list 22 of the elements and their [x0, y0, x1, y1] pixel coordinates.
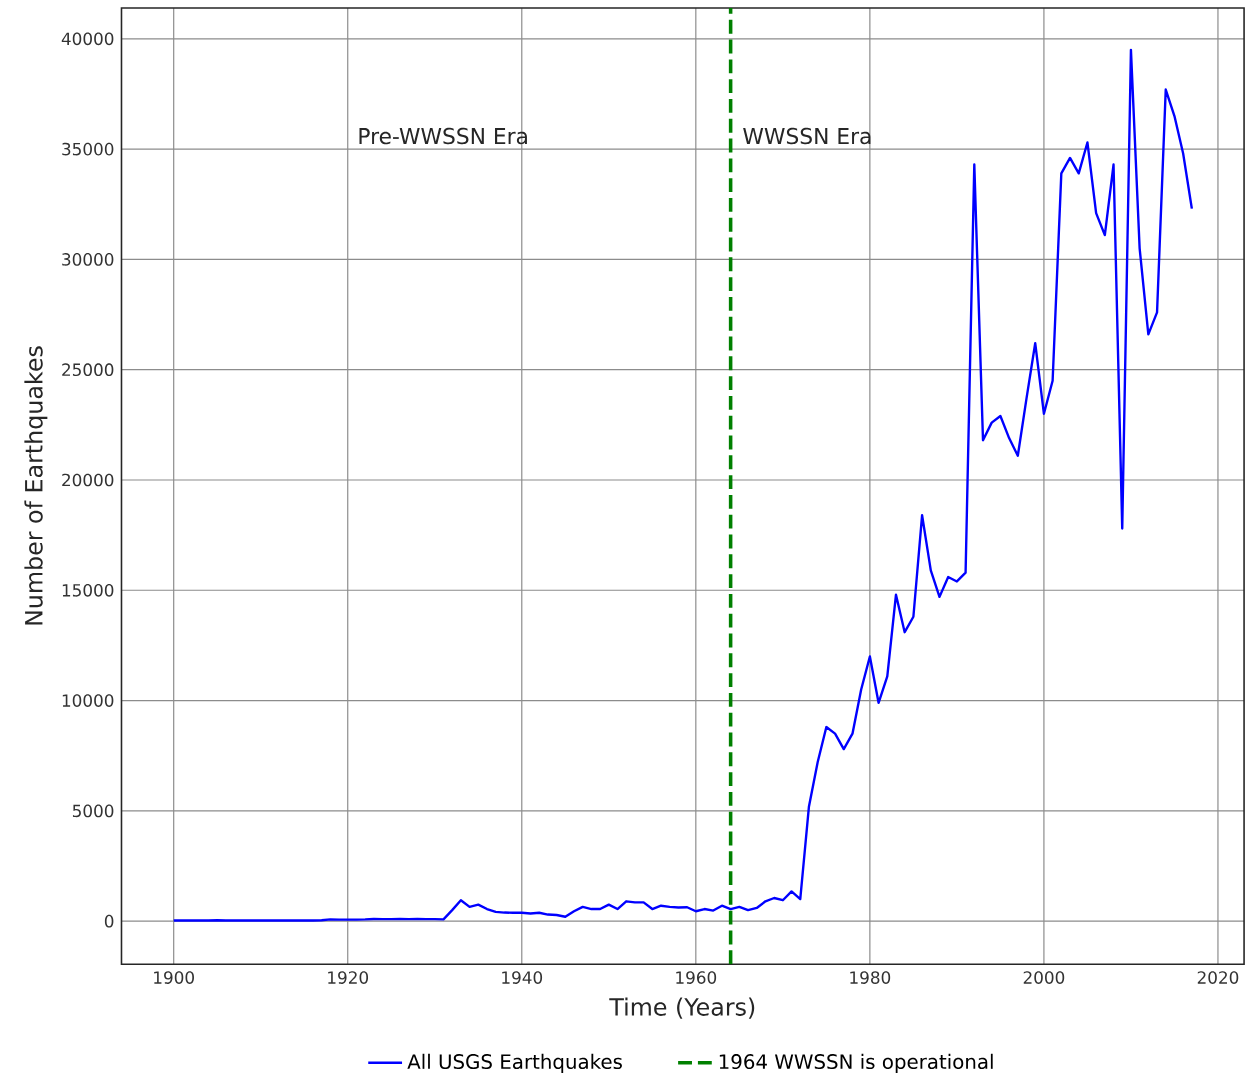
x-axis-title: Time (Years)	[609, 997, 755, 1019]
y-tick-label: 0	[104, 914, 114, 928]
y-tick-label: 5000	[72, 804, 114, 818]
y-tick-label: 25000	[62, 363, 114, 377]
annotation: Pre-WWSSN Era	[359, 127, 527, 145]
y-tick-label: 15000	[62, 583, 114, 597]
legend-label: 1964 WWSSN is operational	[719, 1053, 993, 1073]
y-tick-label: 30000	[62, 253, 114, 266]
x-tick-label: 1940	[502, 971, 543, 984]
x-tick-label: 1980	[850, 971, 891, 984]
y-tick-label: 20000	[62, 473, 114, 487]
legend-label: All USGS Earthquakes	[407, 1053, 622, 1073]
x-tick-label: 1900	[154, 971, 194, 984]
x-tick-label: 1920	[328, 971, 369, 984]
x-tick-label: 2020	[1197, 971, 1239, 984]
y-tick-label: 10000	[62, 694, 114, 707]
x-tick-label: 1960	[676, 971, 717, 984]
y-axis-title: Number of Earthquakes	[24, 346, 48, 625]
annotation: WWSSN Era	[743, 127, 871, 145]
y-tick-label: 35000	[62, 142, 114, 156]
x-tick-label: 2000	[1023, 971, 1065, 984]
y-tick-label: 40000	[61, 32, 114, 46]
